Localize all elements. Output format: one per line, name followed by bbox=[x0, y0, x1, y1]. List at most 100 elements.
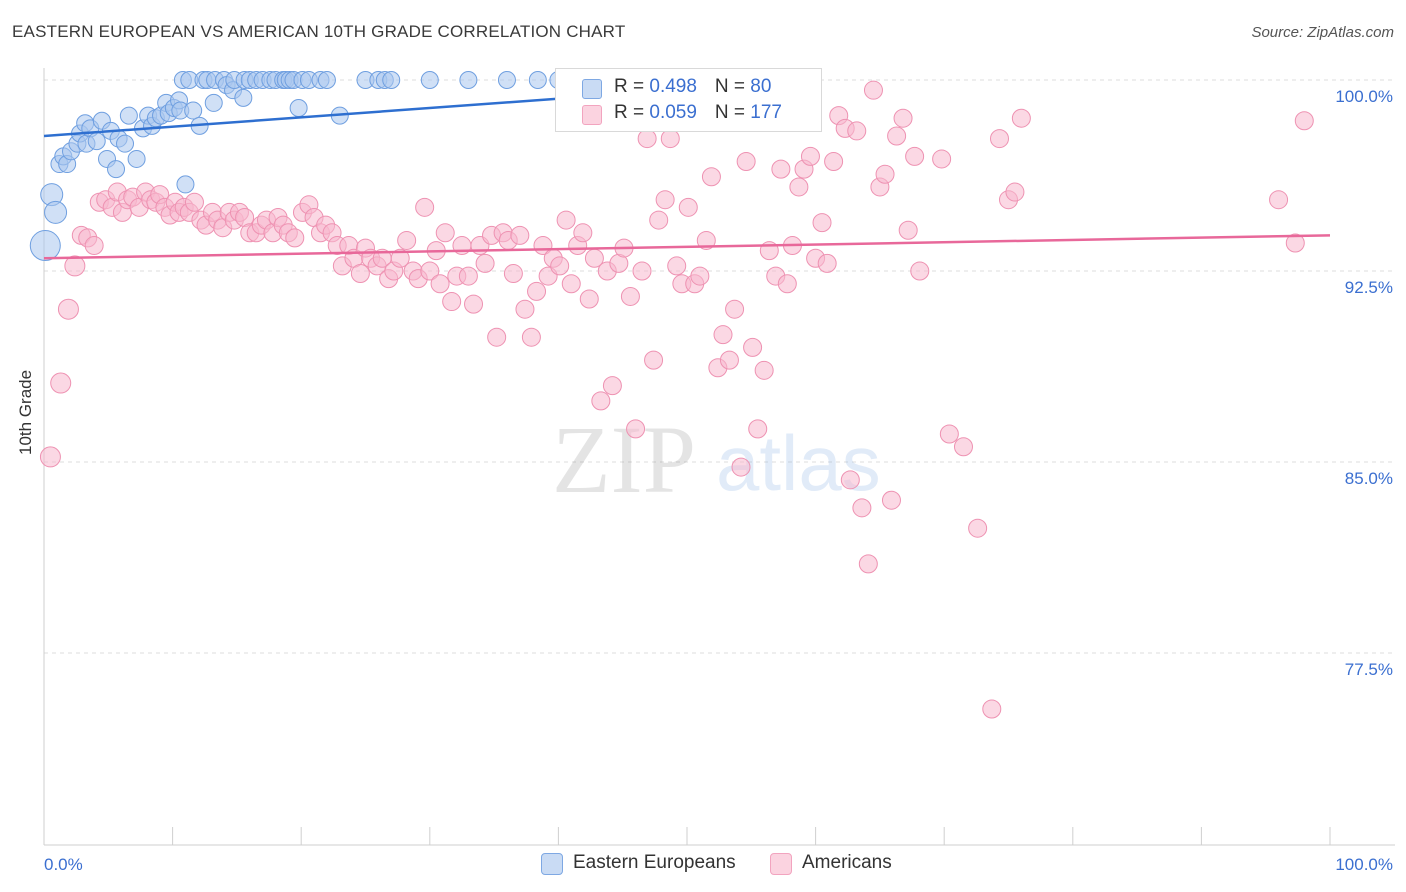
data-point-americans bbox=[1005, 182, 1025, 202]
correlation-legend: R = 0.498 N = 80 R = 0.059 N = 177 bbox=[555, 68, 822, 132]
data-point-americans bbox=[573, 223, 593, 243]
legend-swatch-americans bbox=[582, 105, 602, 125]
legend-swatch-eastern bbox=[541, 853, 563, 875]
watermark-zip: ZIP bbox=[552, 406, 696, 513]
data-point-americans bbox=[743, 337, 763, 357]
data-point-eastern bbox=[184, 101, 203, 120]
data-point-americans bbox=[824, 151, 844, 171]
data-point-americans bbox=[667, 256, 687, 276]
data-point-americans bbox=[725, 299, 745, 319]
data-point-americans bbox=[939, 424, 959, 444]
data-point-americans bbox=[953, 437, 973, 457]
data-point-americans bbox=[285, 228, 305, 248]
legend-r-value: 0.059 bbox=[649, 102, 697, 123]
data-point-americans bbox=[644, 350, 664, 370]
data-point-eastern bbox=[116, 134, 135, 153]
data-point-americans bbox=[1285, 233, 1305, 253]
data-point-americans bbox=[430, 274, 450, 294]
data-point-americans bbox=[748, 419, 768, 439]
series-eastern-europeans bbox=[29, 71, 748, 262]
data-point-americans bbox=[881, 490, 901, 510]
watermark: ZIP atlas bbox=[552, 406, 881, 513]
data-point-eastern bbox=[204, 93, 223, 112]
legend-r-label: R = bbox=[614, 76, 650, 97]
data-point-eastern bbox=[317, 71, 336, 89]
y-tick-label: 77.5% bbox=[1345, 660, 1393, 679]
data-point-eastern bbox=[127, 149, 146, 168]
x-tick-label: 100.0% bbox=[1335, 855, 1393, 874]
data-point-americans bbox=[591, 391, 611, 411]
legend-n-value: 80 bbox=[750, 76, 772, 97]
data-point-americans bbox=[602, 376, 622, 396]
data-point-americans bbox=[39, 446, 61, 468]
data-point-americans bbox=[435, 223, 455, 243]
data-point-americans bbox=[719, 350, 739, 370]
legend-r-value: 0.498 bbox=[649, 76, 697, 97]
data-point-americans bbox=[50, 372, 72, 394]
data-point-americans bbox=[487, 327, 507, 347]
data-point-americans bbox=[626, 419, 646, 439]
data-point-americans bbox=[910, 261, 930, 281]
data-point-americans bbox=[475, 253, 495, 273]
data-point-americans bbox=[840, 470, 860, 490]
data-point-americans bbox=[57, 298, 79, 320]
data-point-americans bbox=[1294, 111, 1314, 131]
series-americans bbox=[39, 80, 1314, 719]
source-label: Source: ZipAtlas.com bbox=[1251, 24, 1394, 41]
data-point-americans bbox=[660, 129, 680, 149]
legend-n-value: 177 bbox=[750, 102, 782, 123]
data-point-americans bbox=[875, 164, 895, 184]
data-point-americans bbox=[789, 177, 809, 197]
legend-n-label: N = bbox=[714, 102, 751, 123]
tick-labels: 100.0% 92.5% 85.0% 77.5% 0.0% 100.0% bbox=[44, 87, 1393, 874]
data-point-americans bbox=[812, 213, 832, 233]
legend-swatch-americans bbox=[770, 853, 792, 875]
data-point-americans bbox=[464, 294, 484, 314]
data-point-americans bbox=[390, 248, 410, 268]
data-point-americans bbox=[989, 129, 1009, 149]
data-point-americans bbox=[527, 281, 547, 301]
data-point-americans bbox=[701, 167, 721, 187]
chart-title: EASTERN EUROPEAN VS AMERICAN 10TH GRADE … bbox=[12, 22, 626, 41]
data-point-americans bbox=[84, 236, 104, 256]
data-point-americans bbox=[561, 274, 581, 294]
data-point-americans bbox=[550, 256, 570, 276]
data-point-americans bbox=[1011, 108, 1031, 128]
legend-label-americans: Americans bbox=[802, 852, 892, 873]
data-point-americans bbox=[649, 210, 669, 230]
data-point-eastern bbox=[459, 71, 478, 89]
data-point-americans bbox=[968, 518, 988, 538]
data-point-eastern bbox=[119, 106, 138, 125]
data-point-americans bbox=[579, 289, 599, 309]
data-point-eastern bbox=[289, 99, 308, 118]
data-point-americans bbox=[893, 108, 913, 128]
data-point-americans bbox=[858, 554, 878, 574]
data-point-americans bbox=[515, 299, 535, 319]
data-point-americans bbox=[898, 220, 918, 240]
data-point-americans bbox=[852, 498, 872, 518]
data-point-americans bbox=[696, 230, 716, 250]
data-point-americans bbox=[817, 253, 837, 273]
data-point-americans bbox=[932, 149, 952, 169]
data-point-americans bbox=[655, 190, 675, 210]
data-point-americans bbox=[350, 264, 370, 284]
data-point-americans bbox=[420, 261, 440, 281]
y-tick-label: 85.0% bbox=[1345, 469, 1393, 488]
x-tick-label: 0.0% bbox=[44, 855, 83, 874]
data-point-americans bbox=[64, 255, 86, 277]
data-point-americans bbox=[777, 274, 797, 294]
data-point-americans bbox=[887, 126, 907, 146]
data-point-americans bbox=[731, 457, 751, 477]
data-point-americans bbox=[678, 197, 698, 217]
data-point-americans bbox=[690, 266, 710, 286]
data-point-americans bbox=[510, 225, 530, 245]
data-point-americans bbox=[713, 325, 733, 345]
data-point-eastern bbox=[234, 88, 253, 107]
data-point-eastern bbox=[29, 230, 61, 262]
data-point-eastern bbox=[382, 71, 401, 89]
data-point-americans bbox=[521, 327, 541, 347]
legend-n-label: N = bbox=[714, 76, 751, 97]
data-point-americans bbox=[800, 146, 820, 166]
data-point-americans bbox=[442, 292, 462, 312]
